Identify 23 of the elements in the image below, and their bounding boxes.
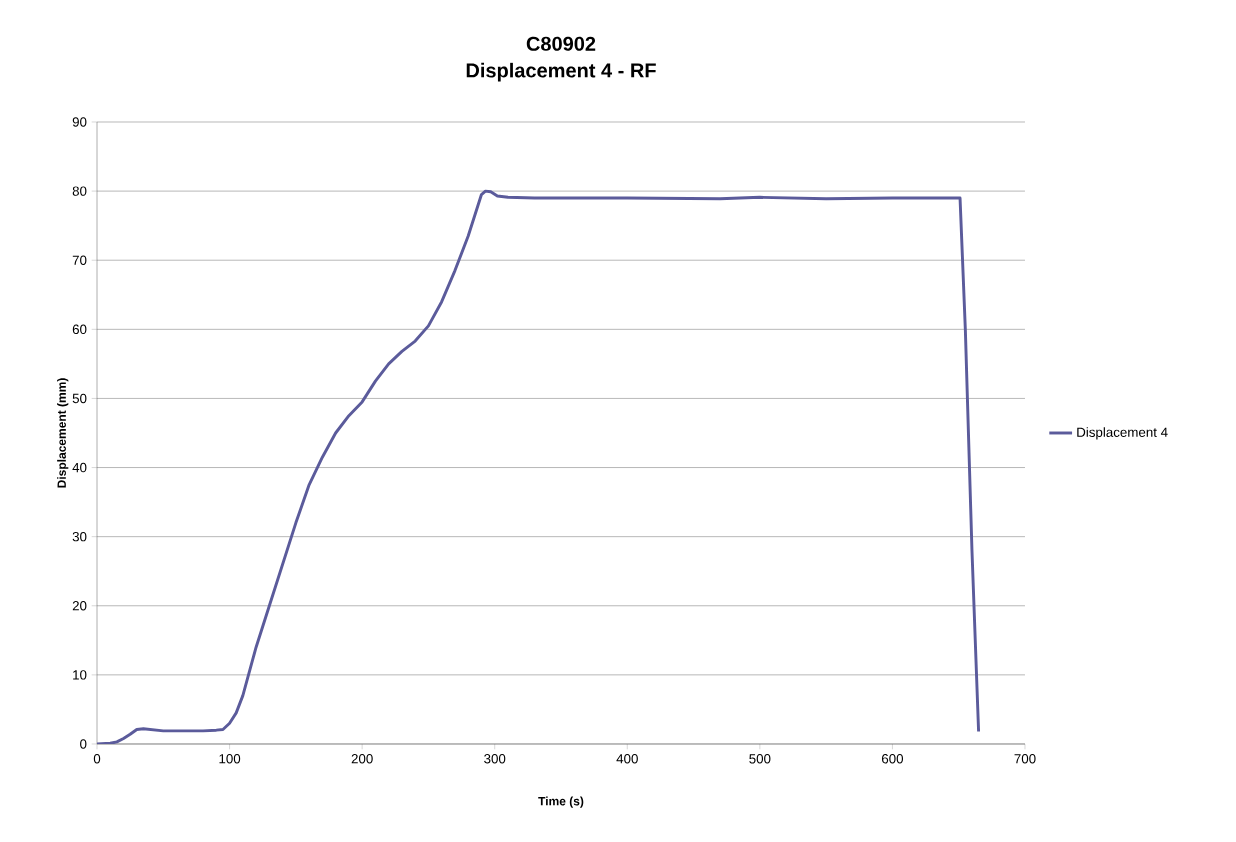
y-tick-label: 20 [72, 601, 87, 611]
y-tick-label: 70 [72, 255, 87, 265]
x-tick-label: 600 [881, 754, 904, 764]
y-tick-label: 90 [72, 117, 87, 127]
y-tick-label: 50 [72, 393, 87, 404]
x-tick-label: 200 [351, 754, 373, 764]
x-tick-label: 500 [749, 754, 771, 764]
y-axis-title: Displacement (mm) [57, 378, 69, 488]
y-tick-label: 40 [72, 462, 87, 473]
y-tick-label: 0 [80, 739, 87, 749]
x-tick-label: 100 [219, 754, 241, 764]
y-tick-label: 10 [73, 670, 87, 680]
y-tick-label: 30 [72, 531, 87, 542]
chart-title: C80902 [526, 36, 596, 51]
y-tick-label: 80 [72, 186, 87, 196]
chart-subtitle: Displacement 4 - RF [466, 62, 656, 82]
x-tick-label: 700 [1014, 754, 1036, 764]
legend-label: Displacement 4 [1077, 427, 1168, 440]
x-tick-label: 0 [93, 754, 101, 764]
x-tick-label: 300 [484, 754, 506, 764]
y-tick-label: 60 [72, 324, 87, 335]
x-axis-title: Time (s) [538, 796, 584, 808]
x-tick-label: 400 [616, 754, 638, 764]
